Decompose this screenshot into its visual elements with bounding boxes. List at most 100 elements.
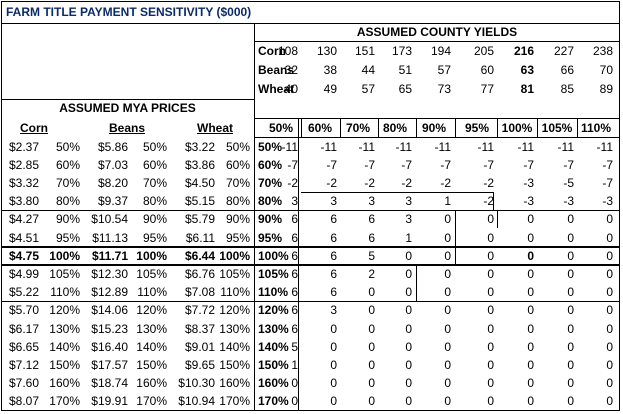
wheat-price-pct: 80%: [225, 194, 250, 209]
payment-value: -2: [326, 175, 337, 190]
beans-price-pct: 90%: [142, 212, 167, 227]
wheat-price: $9.01: [184, 339, 215, 354]
row-scenario-label: 50%: [258, 139, 283, 154]
yield-value: 89: [599, 82, 613, 96]
wheat-price: $9.65: [184, 357, 215, 372]
payment-value: 0: [527, 303, 534, 318]
payment-value: 0: [567, 394, 574, 409]
payment-value: -11: [477, 139, 494, 154]
corn-price-pct: 150%: [49, 357, 80, 372]
matrix-header-separator: [378, 118, 379, 137]
corn-price: $3.32: [8, 175, 39, 190]
payment-value: 0: [368, 394, 375, 409]
payment-value: 0: [527, 339, 534, 354]
row-scenario-label: 80%: [258, 194, 283, 209]
payment-value: 1: [405, 230, 412, 245]
payment-value: 0: [527, 376, 534, 391]
corn-price-pct: 95%: [55, 230, 80, 245]
payment-value: -11: [596, 139, 613, 154]
beans-price-pct: 150%: [136, 357, 167, 372]
beans-price: $11.71: [91, 248, 128, 263]
yield-value: 151: [354, 44, 375, 58]
payment-value: 6: [330, 230, 337, 245]
corn-price-pct: 130%: [49, 321, 80, 336]
payment-value: -7: [602, 157, 613, 172]
payment-value: 0: [606, 357, 613, 372]
corn-price-pct: 60%: [55, 157, 80, 172]
payment-value: 0: [606, 339, 613, 354]
wheat-price: $8.37: [184, 321, 215, 336]
payment-value: 0: [527, 285, 534, 300]
payment-value: 0: [487, 303, 494, 318]
row-scenario-label: 105%: [258, 266, 289, 281]
matrix-col-header: 105%: [541, 121, 573, 135]
matrix-header-separator: [497, 118, 498, 137]
corn-price-pct: 160%: [49, 376, 80, 391]
matrix-header-separator: [455, 118, 456, 137]
beans-price-pct: 50%: [142, 139, 167, 154]
wheat-price-pct: 50%: [225, 139, 250, 154]
beans-price-pct: 100%: [136, 248, 167, 263]
beans-price: $16.40: [91, 339, 128, 354]
matrix-header-separator: [301, 118, 302, 137]
payment-value: 0: [368, 376, 375, 391]
wheat-price: $5.79: [184, 212, 215, 227]
payment-value: -3: [523, 194, 534, 209]
wheat-price-pct: 170%: [219, 394, 250, 409]
payment-value: 0: [368, 321, 375, 336]
payment-value: -2: [440, 175, 451, 190]
payment-value: 0: [487, 285, 494, 300]
payment-value: 0: [444, 285, 451, 300]
payment-value: 6: [330, 285, 337, 300]
row-scenario-label: 120%: [258, 303, 289, 318]
beans-price: $17.57: [91, 357, 128, 372]
wheat-price-pct: 110%: [220, 285, 250, 300]
beans-price: $14.06: [91, 303, 128, 318]
payment-value: 0: [606, 248, 613, 263]
matrix-header-separator: [537, 118, 538, 137]
yield-value: 238: [592, 44, 613, 58]
title-divider: [1, 23, 620, 24]
yield-value: 60: [480, 63, 494, 77]
payment-value: -11: [281, 139, 298, 154]
payment-value: 2: [368, 266, 375, 281]
zone-boundary-line: [416, 264, 417, 301]
corn-price: $7.60: [8, 376, 39, 391]
payment-value: 0: [291, 394, 298, 409]
corn-price: $2.37: [8, 139, 39, 154]
payment-value: -7: [287, 157, 298, 172]
matrix-header-bottom: [254, 137, 620, 138]
group-separator: [1, 300, 620, 302]
matrix-col-header: 50%: [268, 121, 294, 135]
row-scenario-label: 95%: [258, 230, 283, 245]
corn-price: $8.07: [8, 394, 39, 409]
prices-right-border: [254, 99, 255, 410]
payment-value: 0: [291, 376, 298, 391]
beans-price-pct: 105%: [136, 266, 167, 281]
payment-value: 6: [291, 321, 298, 336]
payment-value: -2: [483, 175, 494, 190]
payment-value: -2: [401, 175, 412, 190]
payment-value: -3: [563, 194, 574, 209]
corn-price-pct: 110%: [50, 285, 80, 300]
matrix-label-separator: [298, 118, 299, 410]
payment-value: 0: [567, 339, 574, 354]
payment-value: -7: [440, 157, 451, 172]
payment-value: 0: [405, 303, 412, 318]
payment-value: -7: [602, 175, 613, 190]
yield-value: 73: [437, 82, 451, 96]
payment-value: -7: [364, 157, 375, 172]
payment-value: -3: [602, 194, 613, 209]
payment-value: 0: [444, 230, 451, 245]
payment-value: 6: [368, 212, 375, 227]
payment-value: -2: [287, 175, 298, 190]
price-col-header: Beans: [108, 121, 146, 135]
payment-value: 0: [606, 394, 613, 409]
wheat-price-pct: 95%: [225, 230, 250, 245]
payment-value: -5: [563, 175, 574, 190]
payment-value: 0: [567, 248, 574, 263]
payment-value: 0: [330, 394, 337, 409]
payment-value: 0: [368, 285, 375, 300]
payment-value: -11: [358, 139, 375, 154]
zone-boundary-line: [416, 300, 620, 302]
